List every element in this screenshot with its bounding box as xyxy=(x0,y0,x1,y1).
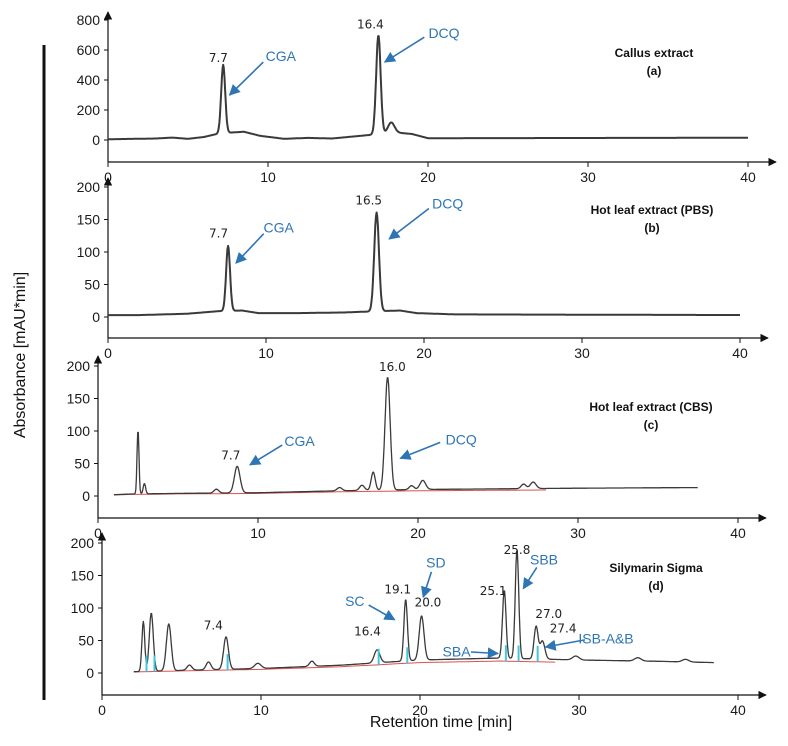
panel-a-xtick-label: 10 xyxy=(260,169,276,185)
panel-a-xtick-label: 40 xyxy=(740,169,756,185)
x-axis-title: Retention time [min] xyxy=(370,714,512,731)
panel-d-annotation-sd: SD xyxy=(426,555,445,571)
panel-d-peak-label: 20.0 xyxy=(415,596,442,610)
panel-d-ytick-label: 200 xyxy=(71,535,95,551)
panel-d-peak-label: 27.0 xyxy=(535,607,562,621)
panel-c-title: Hot leaf extract (CBS) xyxy=(589,400,712,414)
panel-d-annotation-arrow xyxy=(421,571,433,599)
panel-a-ytick-label: 200 xyxy=(77,102,101,118)
panel-d-annotation-sc: SC xyxy=(345,593,364,609)
panel-d-xtick-label: 40 xyxy=(730,702,746,718)
panel-b-xtick-label: 40 xyxy=(732,345,748,361)
panel-c-ytick-label: 150 xyxy=(67,391,91,407)
panel-d-ytick-label: 150 xyxy=(71,568,95,584)
panel-d-xtick-label: 30 xyxy=(571,702,587,718)
panel-d-annotation-sbb: SBB xyxy=(530,551,558,567)
panel-c-subtitle: (c) xyxy=(644,418,659,432)
panel-b-ytick-label: 200 xyxy=(77,179,101,195)
panel-c-xtick-label: 0 xyxy=(94,525,102,541)
panel-a-annotation-cga: CGA xyxy=(266,48,297,64)
panel-a-annotation-arrow xyxy=(228,61,264,96)
panel-b-ytick-label: 50 xyxy=(84,277,100,293)
panel-b-xtick-label: 0 xyxy=(104,345,112,361)
panel-b-peak-label: 16.5 xyxy=(355,194,382,208)
panel-d-title: Silymarin Sigma xyxy=(609,561,703,575)
panel-b-annotation-arrow xyxy=(235,233,265,264)
panel-d-annotation-arrow xyxy=(368,604,396,621)
panel-c-xtick-label: 40 xyxy=(730,525,746,541)
panel-d-peak-label: 25.8 xyxy=(504,543,531,557)
panel-c-xtick-label: 10 xyxy=(250,525,266,541)
panel-a-ytick-label: 0 xyxy=(92,132,100,148)
panel-c-annotation-dcq: DCQ xyxy=(446,431,477,447)
panel-a-xtick-label: 0 xyxy=(104,169,112,185)
panel-d-xtick-label: 20 xyxy=(412,702,428,718)
panel-d-ytick-label: 0 xyxy=(86,665,94,681)
panel-a-ytick-label: 400 xyxy=(77,72,101,88)
panel-d-trace xyxy=(133,550,714,673)
panel-a-ytick-label: 800 xyxy=(77,12,101,28)
panel-b-ytick-label: 100 xyxy=(77,244,101,260)
panel-d-integration-baseline xyxy=(133,660,556,673)
panel-c-xtick-label: 20 xyxy=(410,525,426,541)
panel-a-annotation-arrow xyxy=(383,36,425,63)
panel-a: Callus extract (a) 0 200 400 600 800 0 10 20 30 4… xyxy=(77,11,777,185)
panel-b-xtick-label: 10 xyxy=(258,345,274,361)
panel-d-annotation-isb-a&b: ISB-A&B xyxy=(578,631,633,647)
panel-c-peak-label: 16.0 xyxy=(379,360,406,374)
panel-d-annotation-arrow xyxy=(522,566,538,590)
panel-b-ytick-label: 150 xyxy=(77,212,101,228)
panel-b-peak-label: 7.7 xyxy=(209,227,228,241)
panel-a-xtick-label: 20 xyxy=(420,169,436,185)
panel-c-annotation-arrow xyxy=(249,444,283,466)
panel-d-peak-label: 19.1 xyxy=(384,583,411,597)
panel-d-peak-label: 7.4 xyxy=(204,618,223,632)
panel-b-annotation-cga: CGA xyxy=(263,219,294,235)
panel-a-ytick-label: 600 xyxy=(77,42,101,58)
panel-b-xtick-label: 30 xyxy=(574,345,590,361)
panel-a-xtick-label: 30 xyxy=(580,169,596,185)
panel-d-ytick-label: 50 xyxy=(78,633,94,649)
panel-c-ytick-label: 100 xyxy=(67,423,91,439)
panel-a-annotation-dcq: DCQ xyxy=(428,25,459,41)
panel-d-xtick-label: 10 xyxy=(253,702,269,718)
panel-c-ytick-label: 0 xyxy=(82,488,90,504)
panel-d-ytick-label: 100 xyxy=(71,600,95,616)
panel-b-annotation-dcq: DCQ xyxy=(432,195,463,211)
panel-d-subtitle: (d) xyxy=(648,579,663,593)
panel-d-peak-label: 16.4 xyxy=(354,624,381,638)
panel-d: Silymarin Sigma (d) 0 50 100 150 200 0 10 20 30 4… xyxy=(71,532,767,718)
panel-b-trace xyxy=(107,211,741,317)
panel-d-peak-label: 27.4 xyxy=(550,622,577,636)
panel-d-xtick-label: 0 xyxy=(98,702,106,718)
y-axis-title: Absorbance [mAU*min] xyxy=(12,272,29,438)
panel-c-ytick-label: 200 xyxy=(67,358,91,374)
panel-c-peak-label: 7.7 xyxy=(221,449,240,463)
panel-d-annotation-arrow xyxy=(544,639,586,651)
panel-c-annotation-cga: CGA xyxy=(284,433,315,449)
panel-c-xtick-label: 30 xyxy=(570,525,586,541)
panel-b: Hot leaf extract (PBS) (b) 0 50 100 150 200 0… xyxy=(77,177,769,361)
panel-d-annotation-arrow xyxy=(470,647,500,659)
panel-b-subtitle: (b) xyxy=(644,221,659,235)
panel-a-peak-label: 16.4 xyxy=(357,17,384,31)
panel-a-peak-label: 7.7 xyxy=(209,51,228,65)
panel-d-peak-label: 25.1 xyxy=(480,584,507,598)
panel-a-title: Callus extract xyxy=(615,46,694,60)
panel-a-trace xyxy=(107,35,749,141)
panel-a-subtitle: (a) xyxy=(647,64,662,78)
panel-c-ytick-label: 50 xyxy=(74,456,90,472)
panel-d-annotation-sba: SBA xyxy=(443,644,472,660)
panel-c-annotation-arrow xyxy=(399,441,441,460)
panel-b-ytick-label: 0 xyxy=(92,309,100,325)
panel-c-trace xyxy=(113,377,698,496)
panel-b-xtick-label: 20 xyxy=(416,345,432,361)
panel-c: Hot leaf extract (CBS) (c) 0 50 100 150 200 0… xyxy=(67,355,767,541)
panel-b-annotation-arrow xyxy=(388,207,430,240)
panel-b-title: Hot leaf extract (PBS) xyxy=(591,203,714,217)
